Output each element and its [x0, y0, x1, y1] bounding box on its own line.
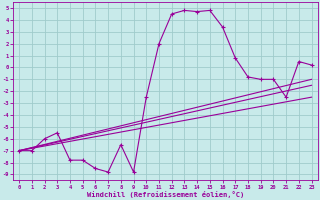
- X-axis label: Windchill (Refroidissement éolien,°C): Windchill (Refroidissement éolien,°C): [87, 191, 244, 198]
